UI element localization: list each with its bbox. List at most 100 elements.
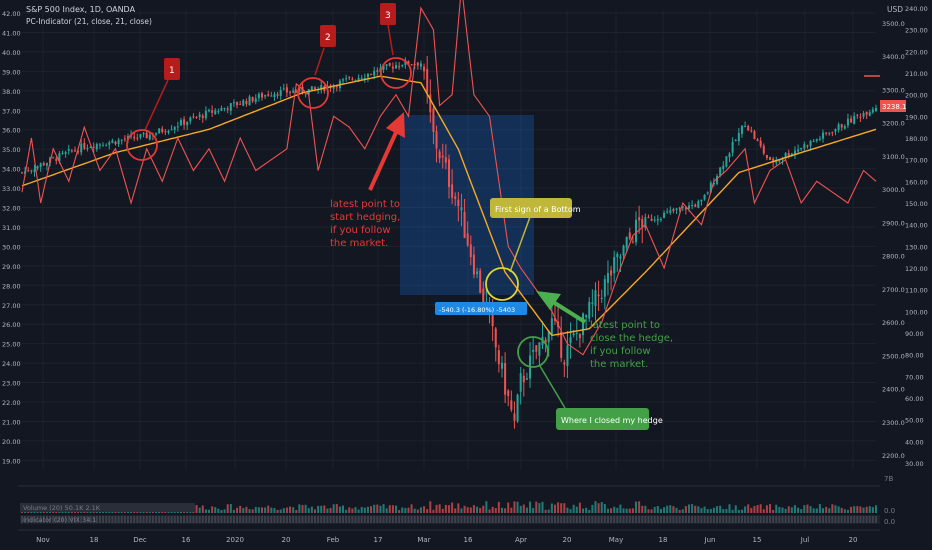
- right-indicator-tick: 150.00: [905, 200, 928, 208]
- volume-bar: [703, 506, 706, 513]
- indicator-bar: [136, 516, 139, 523]
- candle-body: [825, 132, 828, 134]
- indicator-bar: [828, 516, 831, 523]
- marker-2[interactable]: 2: [297, 25, 336, 109]
- candle-body: [454, 196, 457, 199]
- right-price-tick: 3400.0: [882, 53, 905, 61]
- marker-1[interactable]: 1: [126, 58, 180, 161]
- indicator-strip: [20, 516, 878, 523]
- candle-body: [204, 110, 207, 119]
- candle-body: [447, 159, 451, 187]
- volume-bar: [198, 507, 201, 513]
- candle-body: [522, 375, 525, 383]
- candle-body: [407, 61, 410, 65]
- volume-bar: [600, 502, 603, 513]
- indicator-bar: [335, 516, 338, 523]
- indicator-bar: [753, 516, 756, 523]
- volume-bar: [276, 509, 279, 513]
- volume-bar: [201, 505, 204, 513]
- volume-bar: [744, 506, 747, 513]
- volume-bar: [769, 504, 772, 513]
- candle-body: [105, 145, 108, 147]
- candle-body: [544, 339, 547, 345]
- volume-bar: [307, 508, 310, 513]
- volume-bar: [535, 501, 538, 513]
- volume-bar: [834, 505, 837, 513]
- indicator-axis-zero: 0.0: [884, 518, 895, 526]
- hedge-close-line-1: latest point to: [590, 320, 660, 331]
- indicator-bar: [385, 516, 388, 523]
- candle-body: [684, 207, 687, 210]
- candle-body: [385, 64, 388, 67]
- volume-bar: [357, 509, 360, 513]
- candle-body: [650, 218, 653, 221]
- marker-3[interactable]: 3: [380, 3, 412, 89]
- volume-bar: [591, 504, 594, 513]
- indicator-bar: [687, 516, 691, 523]
- indicator-bar: [641, 516, 644, 523]
- indicator-bar: [179, 516, 182, 523]
- indicator-bar: [479, 516, 482, 523]
- candle-body: [610, 270, 613, 276]
- right-price-tick: 3300.0: [882, 86, 905, 94]
- volume-bar: [270, 507, 273, 513]
- volume-bar: [395, 505, 398, 513]
- volume-bar: [722, 509, 725, 513]
- candle-body: [360, 78, 363, 80]
- indicator-bar: [326, 516, 329, 523]
- candle-body: [363, 77, 366, 79]
- indicator-bar: [769, 516, 772, 523]
- volume-bar: [407, 507, 410, 513]
- x-tick: Dec: [133, 536, 147, 544]
- volume-bar: [557, 502, 560, 513]
- candle-body: [429, 94, 432, 113]
- candle-body: [432, 108, 435, 132]
- first-sign-callout[interactable]: First sign of a Bottom: [485, 198, 581, 301]
- candle-body: [264, 95, 267, 97]
- indicator-bar: [678, 516, 681, 523]
- indicator-bar: [504, 516, 507, 523]
- closed-hedge-text: Where I closed my hedge: [561, 416, 663, 425]
- closed-hedge-callout[interactable]: Where I closed my hedge: [517, 336, 663, 430]
- candle-body: [700, 199, 703, 202]
- right-indicator-tick: 220.00: [905, 48, 928, 56]
- volume-bar: [778, 506, 781, 513]
- right-price-tick: 2900.0: [882, 219, 905, 227]
- right-indicator-tick: 180.00: [905, 135, 928, 143]
- volume-bar: [454, 508, 457, 513]
- volume-bar: [292, 507, 295, 513]
- candle-body: [644, 217, 647, 228]
- candle-body: [597, 294, 600, 297]
- volume-bar: [441, 508, 444, 513]
- candle-body: [756, 139, 759, 142]
- candle-body: [345, 78, 348, 80]
- x-tick: Mar: [417, 536, 430, 544]
- candle-body: [868, 112, 871, 116]
- volume-bar: [332, 504, 335, 513]
- volume-bar: [634, 501, 638, 513]
- candle-body: [320, 85, 323, 91]
- x-tick: 20: [282, 536, 291, 544]
- candle-body: [148, 134, 151, 140]
- left-tick: 26.00: [2, 321, 21, 329]
- indicator-bar: [279, 516, 282, 523]
- indicator-bar: [460, 516, 463, 523]
- volume-bar: [494, 507, 497, 513]
- right-indicator-tick: 40.00: [905, 438, 924, 446]
- candle-body: [36, 166, 39, 169]
- volume-bar: [267, 505, 270, 513]
- x-tick: 20: [849, 536, 858, 544]
- volume-bar: [497, 501, 500, 513]
- right-indicator-tick: 190.00: [905, 113, 928, 121]
- volume-bar: [254, 506, 257, 513]
- candle-body: [167, 130, 170, 133]
- candle-body: [575, 332, 578, 334]
- indicator-bar: [373, 516, 376, 523]
- candle-body: [507, 390, 510, 397]
- candle-body: [335, 85, 338, 88]
- indicator-bar: [544, 516, 547, 523]
- candle-body: [83, 142, 86, 149]
- candle-body: [731, 141, 734, 153]
